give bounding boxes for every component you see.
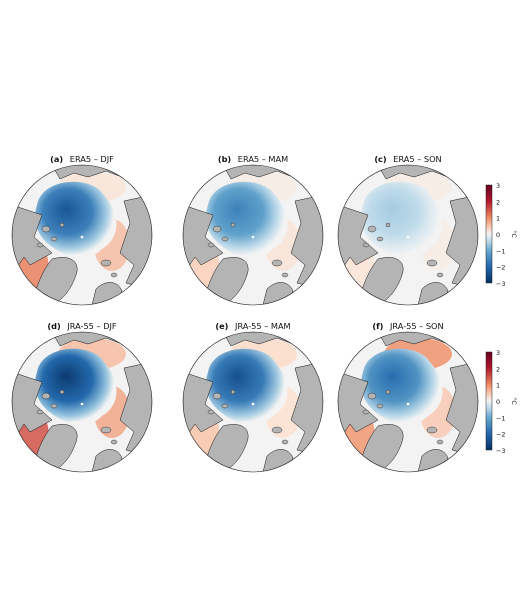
island (386, 390, 390, 394)
island (42, 393, 50, 399)
panel-label-a: (a) (50, 154, 63, 164)
island (37, 410, 43, 414)
colorbar-top-tick-m2: −2 (496, 264, 505, 272)
island (363, 243, 369, 247)
island (222, 237, 228, 241)
north-pole-marker (81, 236, 84, 239)
panel-name-e: JRA-55 – MAM (234, 321, 291, 331)
colorbar-top-tick-m1: −1 (496, 247, 505, 255)
island (51, 237, 57, 241)
island (368, 393, 376, 399)
north-pole-marker (407, 403, 410, 406)
island (368, 226, 376, 232)
map-f-content (331, 332, 478, 472)
island (101, 427, 111, 433)
island (231, 223, 235, 227)
map-panel-b (176, 165, 323, 305)
island (377, 237, 383, 241)
colorbar-top-ticks: 3 2 1 0 −1 −2 −3 (496, 182, 505, 288)
colorbar-bottom-tick-1: 1 (496, 382, 500, 390)
island (272, 260, 282, 266)
island (213, 226, 221, 232)
island (42, 226, 50, 232)
map-a-content (5, 165, 152, 305)
colorbar-bottom-ticks: 3 2 1 0 −1 −2 −3 (496, 349, 505, 455)
island (208, 410, 214, 414)
island (101, 260, 111, 266)
colorbar-top-tick-0: 0 (496, 231, 500, 239)
map-panel-f (331, 332, 478, 472)
colorbar-bottom-unit: °C (510, 397, 518, 405)
island (427, 427, 437, 433)
colorbar-top-tick-m3: −3 (496, 280, 505, 288)
colorbar-top-tick-2: 2 (496, 198, 500, 206)
panel-name-a: ERA5 – DJF (70, 154, 114, 164)
island (51, 404, 57, 408)
map-c-content (331, 165, 478, 305)
panel-title-a: (a) ERA5 – DJF (50, 154, 114, 164)
colorbar-top-unit: °C (510, 230, 518, 238)
panel-name-f: JRA-55 – SON (389, 321, 444, 331)
colorbar-top: 3 2 1 0 −1 −2 −3 °C (486, 182, 518, 288)
map-b-content (176, 165, 323, 305)
panel-title-d: (d) JRA-55 – DJF (47, 321, 117, 331)
map-panel-d (5, 332, 152, 472)
panel-title-e: (e) JRA-55 – MAM (215, 321, 290, 331)
north-pole-marker (81, 403, 84, 406)
north-pole-marker (407, 236, 410, 239)
colorbar-bottom: 3 2 1 0 −1 −2 −3 °C (486, 349, 518, 455)
island (386, 223, 390, 227)
island (363, 410, 369, 414)
panel-title-b: (b) ERA5 – MAM (218, 154, 288, 164)
island (231, 390, 235, 394)
island (111, 273, 117, 277)
island (427, 260, 437, 266)
island (111, 440, 117, 444)
panel-label-d: (d) (47, 321, 61, 331)
island (60, 223, 64, 227)
island (437, 273, 443, 277)
map-panel-e (176, 332, 323, 472)
panel-label-f: (f) (372, 321, 383, 331)
colorbar-bottom-tick-3: 3 (496, 349, 500, 357)
island (437, 440, 443, 444)
north-pole-marker (252, 403, 255, 406)
map-d-content (5, 332, 152, 472)
island (272, 427, 282, 433)
colorbar-top-tick-1: 1 (496, 215, 500, 223)
island (377, 404, 383, 408)
panel-title-c: (c) ERA5 – SON (374, 154, 441, 164)
panel-name-d: JRA-55 – DJF (66, 321, 117, 331)
panel-name-b: ERA5 – MAM (238, 154, 288, 164)
colorbar-bottom-tick-m1: −1 (496, 414, 505, 422)
island (37, 243, 43, 247)
colorbar-bottom-gradient (486, 352, 492, 450)
island (222, 404, 228, 408)
island (282, 440, 288, 444)
island (208, 243, 214, 247)
colorbar-top-tick-3: 3 (496, 182, 500, 190)
colorbar-bottom-tick-0: 0 (496, 398, 500, 406)
island (213, 393, 221, 399)
island (282, 273, 288, 277)
panel-label-e: (e) (215, 321, 228, 331)
panel-name-c: ERA5 – SON (393, 154, 441, 164)
panel-label-b: (b) (218, 154, 232, 164)
colorbar-bottom-tick-m2: −2 (496, 431, 505, 439)
map-panel-c (331, 165, 478, 305)
colorbar-top-gradient (486, 185, 492, 283)
panel-title-f: (f) JRA-55 – SON (372, 321, 443, 331)
island (60, 390, 64, 394)
colorbar-bottom-tick-m3: −3 (496, 447, 505, 455)
map-panel-a (5, 165, 152, 305)
north-pole-marker (252, 236, 255, 239)
panel-label-c: (c) (374, 154, 387, 164)
colorbar-bottom-tick-2: 2 (496, 365, 500, 373)
map-e-content (176, 332, 323, 472)
